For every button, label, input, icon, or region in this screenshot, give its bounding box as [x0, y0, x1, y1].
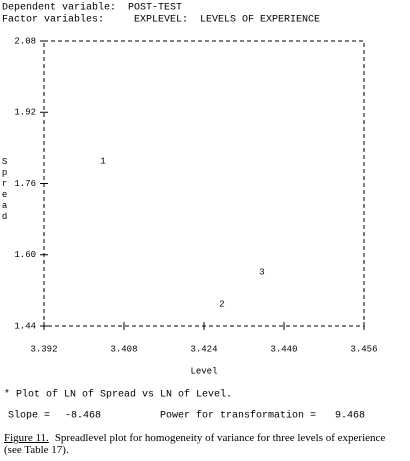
power-label: Power for transformation =	[160, 410, 316, 422]
slope-label: Slope =	[8, 410, 50, 422]
y-tick-label: 1.76	[14, 179, 36, 189]
plot-frame	[43, 40, 365, 327]
point: 1	[100, 156, 105, 166]
slope-value: -8.468	[65, 411, 101, 422]
y-tick-label: 1.60	[14, 250, 36, 260]
x-tick-label: 3.456	[350, 344, 377, 354]
header-line: Factor variables: EXPLEVEL: LEVELS OF EX…	[2, 14, 320, 26]
x-tick-label: 3.392	[30, 344, 57, 354]
point: 3	[259, 267, 264, 277]
power-value: 9.468	[335, 411, 365, 422]
chart: Dependent variable: POST-TEST Factor var…	[0, 2, 378, 422]
x-tick-label: 3.408	[110, 344, 137, 354]
caption: Spreadlevel plot for homogeneity of vari…	[4, 432, 386, 456]
caption-block: Figure 11. Spreadlevel plot for homogenei…	[4, 432, 404, 456]
y-tick-label: 2.08	[14, 36, 36, 46]
header-line: Dependent variable: POST-TEST	[2, 2, 182, 14]
x-tick-label: 3.440	[270, 344, 297, 354]
y-tick-label: 1.44	[14, 321, 36, 331]
x-tick-label: 3.424	[190, 344, 217, 354]
x-axis-label: Level	[190, 366, 217, 376]
note: * Plot of LN of Spread vs LN of Level.	[4, 389, 232, 401]
y-axis-label: Spread	[0, 157, 10, 223]
figure-label: Figure 11.	[4, 432, 49, 444]
y-tick-label: 1.92	[14, 108, 36, 118]
point: 2	[219, 299, 224, 309]
